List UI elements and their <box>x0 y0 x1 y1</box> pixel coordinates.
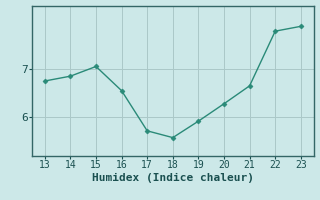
X-axis label: Humidex (Indice chaleur): Humidex (Indice chaleur) <box>92 173 254 183</box>
